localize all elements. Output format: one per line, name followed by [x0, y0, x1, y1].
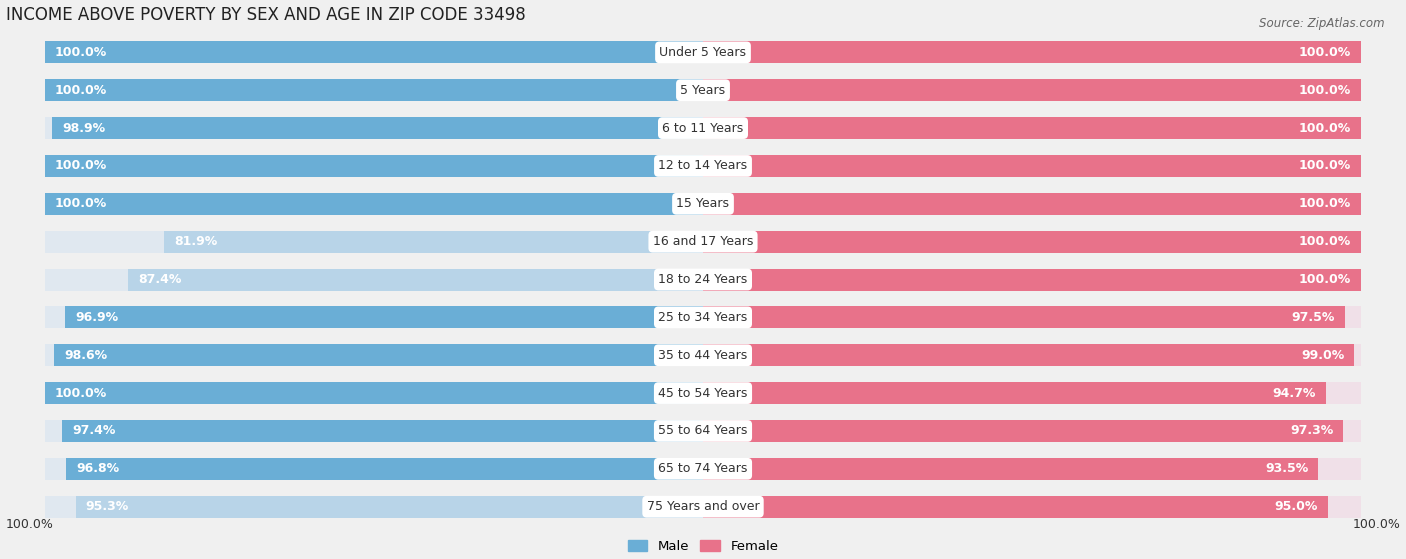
Text: 96.8%: 96.8% [76, 462, 120, 475]
Text: 100.0%: 100.0% [55, 84, 107, 97]
Text: 75 Years and over: 75 Years and over [647, 500, 759, 513]
Bar [703, 117, 1361, 139]
Bar [703, 382, 1326, 404]
Bar [45, 79, 703, 101]
Bar [62, 420, 703, 442]
Text: 95.3%: 95.3% [86, 500, 129, 513]
Bar [703, 231, 1361, 253]
Text: 35 to 44 Years: 35 to 44 Years [658, 349, 748, 362]
Bar [45, 496, 703, 518]
Text: 100.0%: 100.0% [1299, 122, 1351, 135]
Text: 94.7%: 94.7% [1272, 387, 1316, 400]
Text: 15 Years: 15 Years [676, 197, 730, 210]
Text: 96.9%: 96.9% [76, 311, 118, 324]
Bar [45, 382, 703, 404]
Text: 97.4%: 97.4% [72, 424, 115, 438]
Bar [703, 306, 1344, 328]
Text: Source: ZipAtlas.com: Source: ZipAtlas.com [1260, 17, 1385, 30]
Bar [703, 458, 1319, 480]
Legend: Male, Female: Male, Female [623, 534, 783, 558]
Bar [703, 268, 1361, 291]
Text: 81.9%: 81.9% [174, 235, 218, 248]
Bar [55, 344, 703, 366]
Bar [703, 496, 1329, 518]
Text: 100.0%: 100.0% [6, 518, 53, 531]
Text: 100.0%: 100.0% [55, 387, 107, 400]
Text: 100.0%: 100.0% [1299, 159, 1351, 172]
Bar [76, 496, 703, 518]
Bar [128, 268, 703, 291]
Bar [703, 420, 1343, 442]
Text: 100.0%: 100.0% [1299, 273, 1351, 286]
Text: 18 to 24 Years: 18 to 24 Years [658, 273, 748, 286]
Bar [45, 268, 703, 291]
Text: 100.0%: 100.0% [55, 159, 107, 172]
Text: 25 to 34 Years: 25 to 34 Years [658, 311, 748, 324]
Text: 6 to 11 Years: 6 to 11 Years [662, 122, 744, 135]
Text: 45 to 54 Years: 45 to 54 Years [658, 387, 748, 400]
Bar [703, 41, 1361, 63]
Text: 16 and 17 Years: 16 and 17 Years [652, 235, 754, 248]
Bar [45, 306, 703, 328]
Bar [66, 306, 703, 328]
Bar [703, 420, 1361, 442]
Text: 98.9%: 98.9% [62, 122, 105, 135]
Bar [703, 155, 1361, 177]
Bar [45, 79, 703, 101]
Bar [45, 117, 703, 139]
Text: 98.6%: 98.6% [65, 349, 107, 362]
Bar [703, 79, 1361, 101]
Text: 100.0%: 100.0% [55, 46, 107, 59]
Text: 12 to 14 Years: 12 to 14 Years [658, 159, 748, 172]
Text: INCOME ABOVE POVERTY BY SEX AND AGE IN ZIP CODE 33498: INCOME ABOVE POVERTY BY SEX AND AGE IN Z… [6, 6, 526, 23]
Text: 55 to 64 Years: 55 to 64 Years [658, 424, 748, 438]
Bar [45, 420, 703, 442]
Bar [45, 41, 703, 63]
Bar [703, 306, 1361, 328]
Text: 100.0%: 100.0% [55, 197, 107, 210]
Bar [703, 41, 1361, 63]
Bar [45, 231, 703, 253]
Bar [703, 155, 1361, 177]
Text: 87.4%: 87.4% [138, 273, 181, 286]
Text: 97.5%: 97.5% [1291, 311, 1334, 324]
Bar [45, 458, 703, 480]
Text: 100.0%: 100.0% [1299, 197, 1351, 210]
Text: 5 Years: 5 Years [681, 84, 725, 97]
Bar [165, 231, 703, 253]
Text: 100.0%: 100.0% [1299, 235, 1351, 248]
Bar [45, 155, 703, 177]
Bar [703, 382, 1361, 404]
Text: 99.0%: 99.0% [1302, 349, 1344, 362]
Bar [66, 458, 703, 480]
Bar [45, 193, 703, 215]
Bar [703, 79, 1361, 101]
Bar [703, 344, 1361, 366]
Bar [703, 268, 1361, 291]
Bar [45, 344, 703, 366]
Bar [703, 117, 1361, 139]
Bar [703, 458, 1361, 480]
Bar [45, 155, 703, 177]
Bar [45, 382, 703, 404]
Text: 97.3%: 97.3% [1291, 424, 1333, 438]
Text: 65 to 74 Years: 65 to 74 Years [658, 462, 748, 475]
Bar [52, 117, 703, 139]
Bar [45, 193, 703, 215]
Bar [703, 344, 1354, 366]
Bar [703, 496, 1361, 518]
Bar [703, 193, 1361, 215]
Bar [703, 231, 1361, 253]
Text: 95.0%: 95.0% [1275, 500, 1319, 513]
Text: Under 5 Years: Under 5 Years [659, 46, 747, 59]
Text: 100.0%: 100.0% [1299, 84, 1351, 97]
Text: 100.0%: 100.0% [1353, 518, 1400, 531]
Bar [45, 41, 703, 63]
Text: 100.0%: 100.0% [1299, 46, 1351, 59]
Text: 93.5%: 93.5% [1265, 462, 1309, 475]
Bar [703, 193, 1361, 215]
